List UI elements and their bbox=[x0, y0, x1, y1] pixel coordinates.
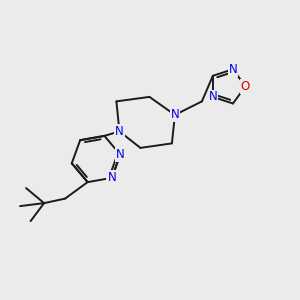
Text: N: N bbox=[208, 91, 217, 103]
Text: N: N bbox=[116, 148, 124, 161]
Text: O: O bbox=[241, 80, 250, 93]
Text: N: N bbox=[115, 125, 124, 138]
Text: N: N bbox=[229, 63, 237, 76]
Text: N: N bbox=[107, 171, 116, 184]
Text: N: N bbox=[170, 108, 179, 122]
